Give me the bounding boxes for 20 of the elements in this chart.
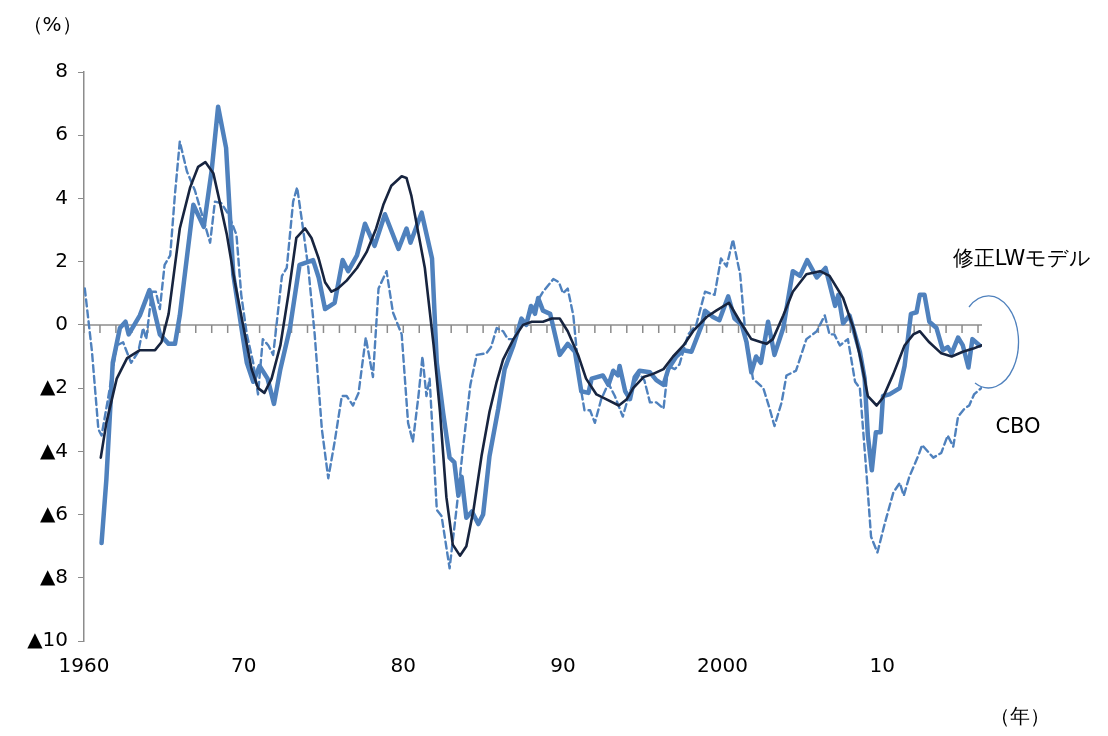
y-tick-label: 0 — [55, 311, 68, 336]
annotation: 修正LWモデル — [952, 246, 1092, 271]
y-axis-title: （%） — [22, 12, 82, 37]
y-tick-label: ▲10 — [27, 627, 68, 652]
y-tick-label: 2 — [55, 247, 68, 272]
text: CBO — [995, 414, 1041, 439]
y-tick-label: ▲6 — [39, 500, 68, 525]
y-tick-label: 8 — [55, 58, 68, 83]
x-tick-label: 80 — [390, 653, 417, 678]
y-tick-label: ▲2 — [39, 374, 68, 399]
x-axis-title: （年） — [990, 704, 1050, 729]
x-tick-label: 1960 — [58, 653, 110, 678]
y-tick-label: ▲8 — [39, 563, 68, 588]
x-tick-label: 2000 — [697, 653, 749, 678]
y-tick-label: 6 — [55, 121, 68, 146]
x-tick-label: 90 — [550, 653, 576, 678]
y-tick-label: 4 — [55, 184, 68, 209]
x-tick-label: 70 — [230, 653, 257, 678]
y-tick-label: ▲4 — [39, 437, 68, 462]
x-tick-label: 10 — [869, 653, 895, 678]
